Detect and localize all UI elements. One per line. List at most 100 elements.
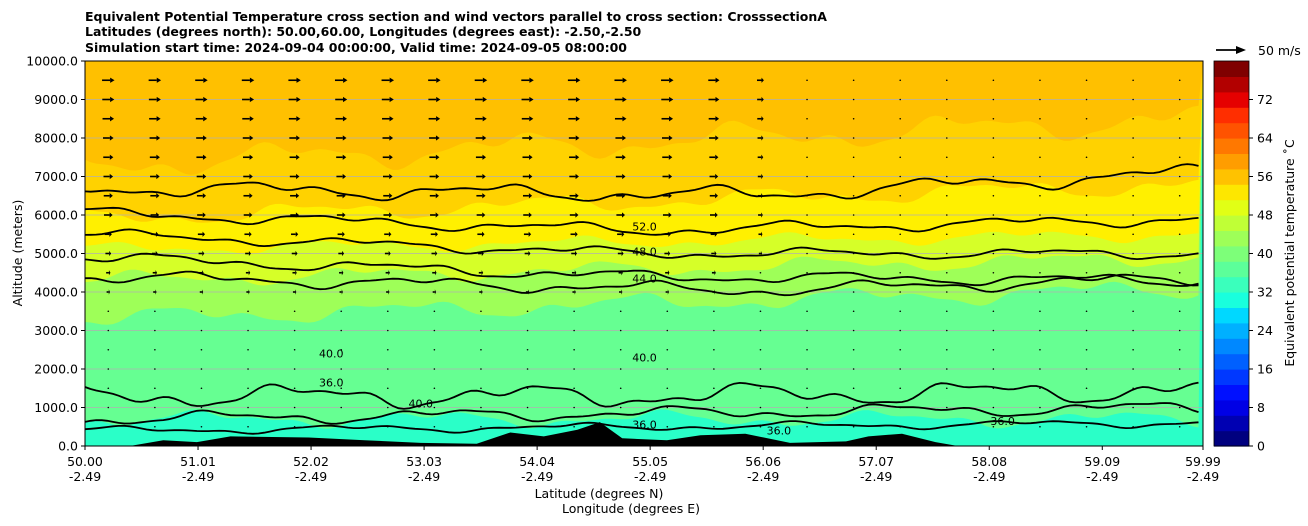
x-tick-label-lon: -2.49 [295,469,327,484]
wind-vector [102,96,115,103]
wind-vector [713,368,715,370]
wind-vector [806,291,808,293]
wind-vector [852,329,855,332]
wind-vector [1085,368,1088,370]
wind-vector [1085,252,1088,255]
wind-vector [150,193,160,199]
wind-vector [247,329,249,332]
wind-vector [617,231,625,237]
wind-vector [386,310,389,313]
wind-vector [992,98,995,101]
colorbar-segment [1214,353,1249,370]
wind-vector [852,368,855,370]
wind-vector [992,425,995,428]
wind-vector [852,79,855,82]
wind-vector [291,250,298,257]
wind-vector [104,231,112,237]
wind-vector [1039,156,1041,159]
wind-vector [806,175,808,178]
wind-vector [666,329,669,332]
wind-vector [522,154,533,160]
wind-vector [852,233,855,236]
colorbar-segment [1214,168,1249,185]
wind-vector [899,329,902,332]
wind-vector [196,173,207,180]
wind-vector [521,96,534,103]
x-tick-label-lat: 53.03 [406,454,442,469]
wind-vector [710,231,718,237]
wind-vector [243,154,254,160]
wind-vector [293,406,296,409]
wind-vector [149,135,161,141]
colorbar-segment [1214,91,1249,108]
wind-vector [1085,194,1088,197]
wind-vector [289,173,300,180]
x-tick-label-lat: 58.08 [971,454,1007,469]
colorbar-segment [1214,215,1249,231]
wind-vector [1039,271,1041,274]
wind-vector [339,270,344,276]
colorbar-label: Equivalent potential temperature ˚C [1282,139,1297,367]
colorbar-segment [1214,138,1249,154]
wind-vector [806,214,808,216]
wind-vector [569,154,580,160]
wind-vector [382,135,394,141]
chart-title-line-3: Simulation start time: 2024-09-04 00:00:… [85,40,627,55]
wind-vector [992,252,995,255]
wind-vector [1178,387,1181,390]
wind-vector [1178,348,1181,351]
wind-vector [806,406,808,409]
wind-vector [428,77,441,83]
colorbar-tick-label: 72 [1257,92,1273,107]
wind-vector [386,329,389,332]
wind-vector [199,289,204,295]
colorbar-segment [1214,261,1249,278]
wind-vector [664,250,671,257]
wind-vector [666,368,669,370]
wind-vector [154,406,156,409]
wind-vector [945,156,948,159]
wind-vector [432,270,437,276]
wind-vector [340,406,343,409]
wind-vector [1132,406,1134,409]
wind-vector [759,291,762,293]
wind-vector [475,116,487,122]
wind-vector [992,194,995,197]
wind-vector [945,79,948,82]
wind-vector [1178,137,1181,139]
wind-vector [523,212,532,218]
colorbar-segment [1214,415,1249,432]
y-tick-label: 5000.0 [34,246,78,261]
wind-vector [241,77,255,83]
field-band-top-max [85,61,1203,175]
wind-vector [1039,329,1041,332]
wind-vector [899,406,902,409]
wind-vector [200,406,203,409]
wind-vector [151,231,159,237]
wind-vector [246,289,250,295]
colorbar-tick-label: 48 [1257,208,1273,223]
wind-vector [386,368,389,370]
wind-vector [759,425,762,428]
wind-vector [573,310,575,313]
x-tick-label-lon: -2.49 [860,469,892,484]
wind-vector [480,368,482,370]
wind-vector [992,406,995,409]
wind-vector [665,270,670,276]
wind-vector [806,368,808,370]
contour-label: 40.0 [319,347,344,360]
wind-vector [1085,425,1088,428]
wind-vector [526,368,529,370]
wind-vector [759,387,762,390]
wind-vectors [102,77,1181,428]
contour-label: 44.0 [632,272,657,285]
wind-vector [1132,252,1134,255]
y-tick-label: 4000.0 [34,285,78,300]
wind-vector [572,289,576,295]
contour-label: 36.0 [319,376,344,389]
colorbar-tick-label: 24 [1257,323,1273,338]
wind-vector [340,310,343,313]
chart-title-line-2: Latitudes (degrees north): 50.00,60.00, … [85,24,642,39]
wind-vector [713,329,715,332]
y-axis-title: Altitude (meters) [10,200,25,307]
